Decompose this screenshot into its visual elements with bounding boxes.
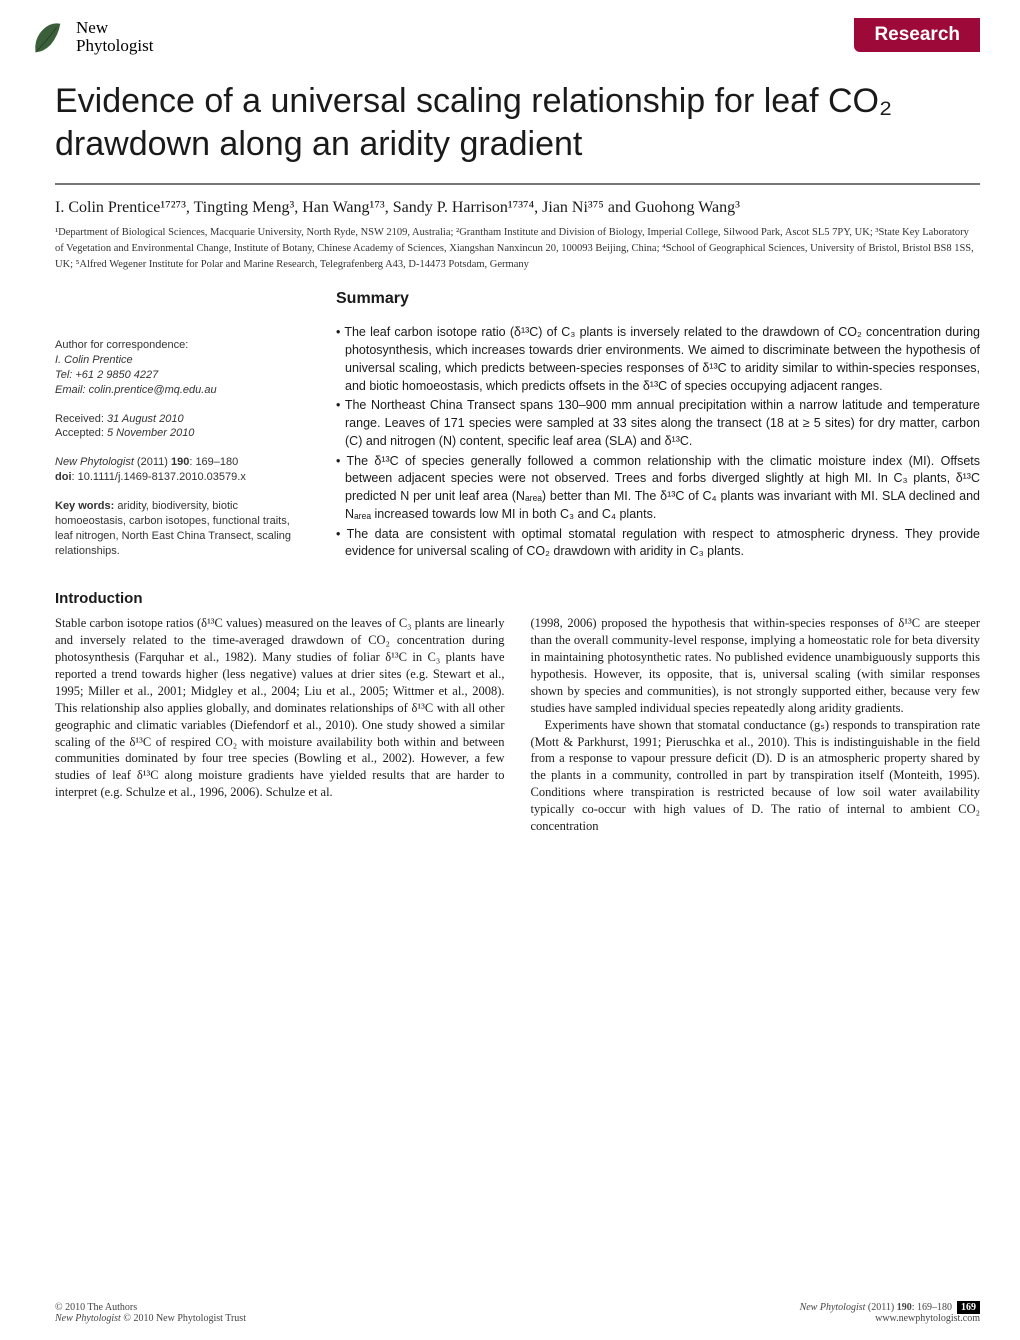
summary-bullet: • The leaf carbon isotope ratio (δ¹³C) o… [336,324,980,395]
intro-para: (1998, 2006) proposed the hypothesis tha… [531,615,981,716]
leaf-icon [28,18,66,56]
accepted-date: Accepted: 5 November 2010 [55,426,310,441]
research-badge: Research [854,18,980,52]
main-two-col: Author for correspondence: I. Colin Pren… [0,290,1020,572]
intro-para: Stable carbon isotope ratios (δ¹³C value… [55,615,505,801]
journal-new: New [76,19,153,37]
summary-list: • The leaf carbon isotope ratio (δ¹³C) o… [336,324,980,561]
journal-name: New Phytologist [76,19,153,55]
citation-block: New Phytologist (2011) 190: 169–180 doi:… [55,455,310,485]
doi: doi: 10.1111/j.1469-8137.2010.03579.x [55,470,310,485]
summary-bullet: • The data are consistent with optimal s… [336,526,980,562]
intro-columns: Stable carbon isotope ratios (δ¹³C value… [55,615,980,834]
page-header: New Phytologist Research [0,0,1020,56]
summary-bullet: • The δ¹³C of species generally followed… [336,453,980,524]
sidebar: Author for correspondence: I. Colin Pren… [55,290,310,572]
footer-left: © 2010 The Authors New Phytologist © 201… [55,1302,246,1324]
summary-bullet: • The Northeast China Transect spans 130… [336,397,980,450]
citation: New Phytologist (2011) 190: 169–180 [55,455,310,470]
summary-heading: Summary [336,290,980,308]
copyright-trust: New Phytologist © 2010 New Phytologist T… [55,1313,246,1324]
intro-col-right: (1998, 2006) proposed the hypothesis tha… [531,615,981,834]
received-date: Received: 31 August 2010 [55,412,310,427]
corr-label: Author for correspondence: [55,338,310,353]
copyright-authors: © 2010 The Authors [55,1302,246,1313]
corr-name: I. Colin Prentice [55,353,310,368]
article-title: Evidence of a universal scaling relation… [0,56,1020,183]
intro-heading: Introduction [55,590,980,607]
keywords-label: Key words: [55,500,114,512]
footer-url: www.newphytologist.com [800,1313,980,1324]
summary-column: Summary • The leaf carbon isotope ratio … [336,290,980,572]
dates-block: Received: 31 August 2010 Accepted: 5 Nov… [55,412,310,442]
footer-right: New Phytologist (2011) 190: 169–180 169 … [800,1302,980,1324]
correspondence-block: Author for correspondence: I. Colin Pren… [55,338,310,397]
journal-block: New Phytologist [28,18,153,56]
affiliations: ¹Department of Biological Sciences, Macq… [0,223,1020,290]
page-footer: © 2010 The Authors New Phytologist © 201… [55,1302,980,1324]
authors-line: I. Colin Prentice¹⁷²⁷³, Tingting Meng³, … [0,185,1020,223]
corr-email: Email: colin.prentice@mq.edu.au [55,383,310,398]
keywords-block: Key words: aridity, biodiversity, biotic… [55,499,310,558]
journal-phyt: Phytologist [76,37,153,55]
corr-tel: Tel: +61 2 9850 4227 [55,368,310,383]
intro-col-left: Stable carbon isotope ratios (δ¹³C value… [55,615,505,834]
intro-para: Experiments have shown that stomatal con… [531,717,981,835]
introduction-section: Introduction Stable carbon isotope ratio… [0,572,1020,834]
footer-citation: New Phytologist (2011) 190: 169–180 169 [800,1302,980,1313]
